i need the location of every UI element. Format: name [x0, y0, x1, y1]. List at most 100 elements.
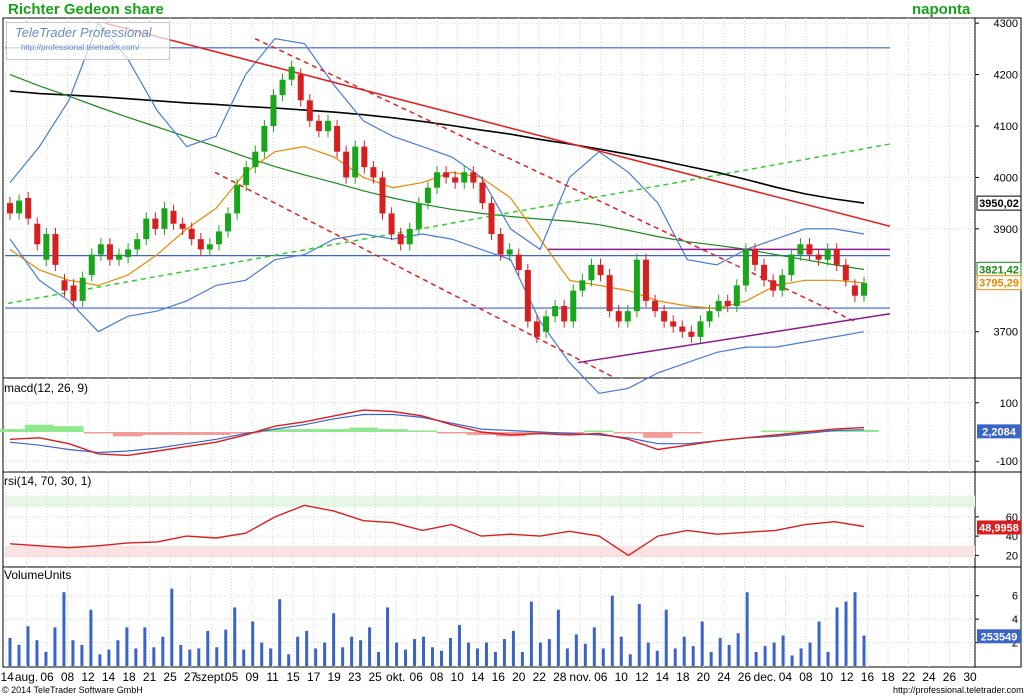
x-tick-label: 08 — [430, 670, 444, 684]
candle-body — [252, 151, 259, 168]
x-tick-label: 06 — [410, 670, 424, 684]
y-tick-label: 4200 — [994, 70, 1018, 82]
x-tick-label: 06 — [40, 670, 54, 684]
candle-body — [25, 198, 32, 219]
volume-bar — [835, 607, 839, 666]
sma200-line — [9, 90, 865, 204]
candle-body — [861, 282, 867, 296]
x-tick-label: 22 — [533, 670, 547, 684]
macd-histogram-bar — [819, 430, 850, 432]
candle-body — [833, 249, 840, 265]
red-resistance-trendline — [104, 22, 891, 228]
volume-bar — [601, 648, 605, 666]
last-value-label: 3950,02 — [979, 198, 1019, 210]
volume-bar — [431, 647, 435, 666]
macd-histogram-bar — [495, 432, 526, 437]
macd-histogram-bar — [142, 432, 172, 435]
x-tick-label: 16 — [861, 670, 875, 684]
volume-bar — [350, 636, 354, 666]
candle-body — [61, 280, 68, 291]
volume-bar — [116, 640, 120, 666]
volume-bar — [691, 646, 695, 666]
candle-body — [715, 300, 722, 312]
x-tick-label: 30 — [963, 670, 977, 684]
volume-bar — [745, 592, 749, 666]
red-channel-upper-dashed-trendline — [254, 37, 856, 323]
x-tick-label: okt. — [386, 670, 405, 684]
volume-bar — [736, 633, 740, 666]
volume-bar — [287, 654, 291, 666]
macd-histogram-bar — [260, 429, 290, 432]
volume-bar — [826, 651, 830, 666]
volume-bar — [341, 647, 345, 666]
candle-body — [279, 79, 286, 96]
volume-bar — [493, 651, 497, 666]
teletrader-logo: TeleTrader Professional http://professio… — [6, 22, 170, 60]
candle-body — [561, 306, 568, 322]
volume-bar — [790, 655, 794, 666]
volume-bar — [278, 599, 282, 666]
candle-body — [197, 239, 204, 250]
x-tick-label: 27 — [184, 670, 198, 684]
candle-body — [706, 311, 713, 322]
candle-body — [779, 275, 786, 291]
volume-bar — [107, 649, 111, 666]
candle-body — [824, 249, 831, 260]
volume-bar — [314, 648, 318, 666]
volume-bar — [799, 648, 803, 666]
volume-bar — [808, 642, 812, 666]
volume-bar — [368, 627, 372, 666]
volume-bar — [197, 648, 201, 666]
volume-bar — [53, 627, 57, 666]
candle-body — [206, 244, 213, 250]
candle-body — [88, 254, 95, 276]
volume-bar — [664, 609, 668, 666]
x-tick-label: 21 — [143, 670, 157, 684]
volume-bar — [89, 609, 93, 666]
volume-bar — [619, 636, 623, 666]
rsi-line — [9, 504, 865, 557]
candle-body — [125, 249, 132, 258]
candle-body — [270, 95, 277, 126]
volume-bar — [457, 625, 461, 666]
volume-bar — [305, 630, 309, 666]
volume-bar — [125, 627, 129, 666]
x-tick-label: 16 — [492, 670, 506, 684]
volume-last-value-label: 253549 — [981, 631, 1018, 643]
candle-body — [751, 249, 758, 265]
volume-bar — [161, 636, 165, 666]
macd-histogram-bar — [319, 429, 349, 432]
x-tick-label: 14 — [471, 670, 485, 684]
candle-body — [334, 126, 341, 152]
macd-histogram-bar — [348, 427, 379, 432]
volume-bar — [251, 621, 255, 666]
volume-bar — [475, 648, 479, 666]
x-tick-label: 24 — [922, 670, 936, 684]
macd-histogram-bar — [378, 429, 408, 432]
volume-bar — [853, 592, 857, 666]
volume-bar — [188, 649, 192, 666]
candle-body — [597, 264, 604, 276]
candle-body — [733, 285, 740, 306]
volume-bar — [296, 636, 300, 666]
candle-body — [388, 213, 395, 234]
rsi-last-value-label: 48,9958 — [979, 522, 1019, 534]
volume-bar — [8, 637, 12, 666]
macd-histogram-bar — [760, 430, 791, 432]
x-tick-label: 15 — [286, 670, 300, 684]
candle-body — [179, 223, 186, 229]
candle-body — [761, 264, 768, 281]
candle-body — [134, 239, 141, 250]
last-value-box — [976, 195, 1022, 211]
candle-body — [415, 203, 422, 229]
candle-body — [215, 231, 222, 245]
volume-bar — [682, 636, 686, 666]
volume-bar — [395, 642, 399, 666]
candle-body — [152, 218, 159, 229]
candle-body — [633, 259, 640, 312]
rsi-overbought-band — [5, 495, 975, 508]
x-tick-label: 12 — [81, 670, 95, 684]
x-tick-label: 11 — [266, 670, 279, 684]
green-support-dashed-trendline — [7, 143, 891, 305]
